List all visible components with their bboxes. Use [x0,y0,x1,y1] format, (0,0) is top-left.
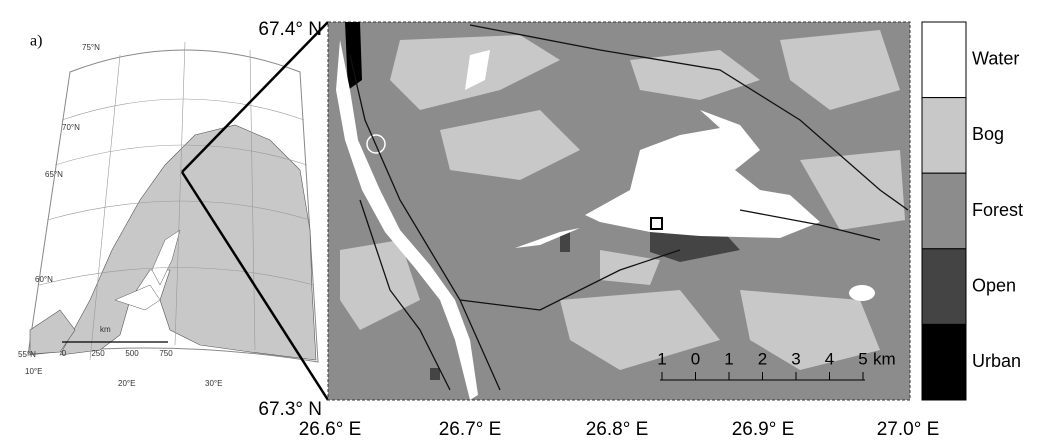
legend-label: Bog [972,124,1004,144]
longitude-label: 20°E [118,379,135,388]
inset-map [28,42,318,362]
scale-tick-label: 500 [125,349,139,358]
scale-unit: km [100,325,111,334]
longitude-label: 26.8° E [586,419,649,440]
legend-label: Urban [972,351,1021,371]
latitude-label: 67.3° N [258,399,322,420]
legend-swatch [922,324,966,400]
legend-label: Open [972,275,1016,295]
longitude-label: 26.7° E [439,419,502,440]
latitude-label: 55°N [18,350,36,359]
scale-bar-label: 1 [657,349,666,368]
scale-bar-label: 3 [791,349,800,368]
legend-swatch [922,249,966,325]
legend-label: Water [972,49,1019,69]
legend-label: Forest [972,200,1023,220]
legend-swatch [922,22,966,98]
latitude-label: 67.4° N [258,19,322,40]
scale-tick-label: 750 [159,349,173,358]
scale-tick-label: 250 [91,349,105,358]
scale-bar-label: 5 [858,349,867,368]
panel-label: a) [30,33,42,50]
longitude-label: 27.0° E [877,419,940,440]
latitude-label: 60°N [35,275,53,284]
latitude-label: 75°N [82,43,100,52]
latitude-label: 70°N [62,123,80,132]
latitude-label: 65°N [45,170,63,179]
scale-bar-label: 2 [758,349,767,368]
scale-tick-label: 0 [62,349,67,358]
legend-swatch [922,173,966,249]
longitude-label: 26.9° E [732,419,795,440]
scale-bar-label: 4 [825,349,834,368]
longitude-label: 10°E [25,367,42,376]
scale-bar-label: 0 [691,349,700,368]
longitude-label: 30°E [205,379,222,388]
legend-swatch [922,98,966,174]
figure: a) 75°N70°N65°N60°N55°N10°E20°E30°Ekm025… [0,0,1051,442]
scale-bar-unit: km [873,349,896,368]
longitude-label: 26.6° E [299,419,362,440]
main-map [328,22,910,400]
scale-bar-label: 1 [724,349,733,368]
